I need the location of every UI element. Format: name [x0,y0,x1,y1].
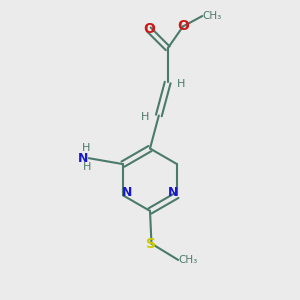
Text: N: N [78,152,88,165]
Text: CH₃: CH₃ [202,11,222,21]
Text: H: H [177,79,185,89]
Text: O: O [143,22,155,36]
Text: H: H [141,112,150,122]
Text: H: H [82,143,90,153]
Text: CH₃: CH₃ [178,255,197,265]
Text: N: N [167,186,178,200]
Text: O: O [177,20,189,33]
Text: H: H [83,162,92,172]
Text: N: N [122,186,133,200]
Text: S: S [146,237,157,250]
